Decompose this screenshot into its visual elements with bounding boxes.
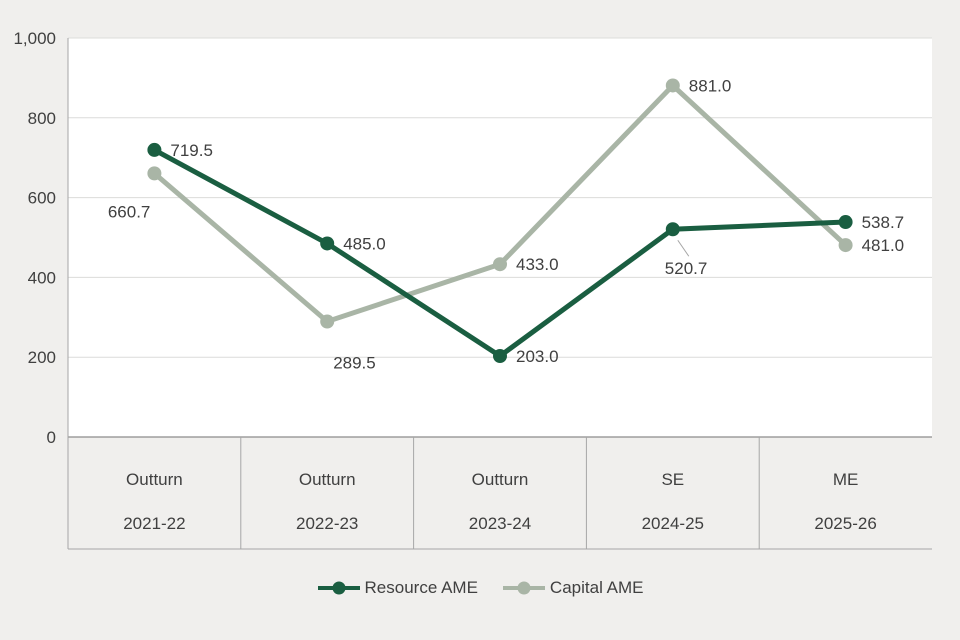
data-point-resource-ame — [320, 236, 335, 251]
data-point-capital-ame — [665, 78, 680, 93]
data-label-resource-ame: 485.0 — [343, 234, 386, 253]
data-label-capital-ame: 481.0 — [862, 236, 905, 255]
data-label-resource-ame: 520.7 — [665, 259, 708, 278]
y-tick-label: 200 — [28, 348, 56, 367]
y-tick-label: 800 — [28, 109, 56, 128]
data-point-capital-ame — [838, 238, 853, 253]
data-label-resource-ame: 538.7 — [862, 213, 905, 232]
data-point-resource-ame — [838, 215, 853, 230]
data-point-capital-ame — [147, 166, 162, 181]
data-point-capital-ame — [320, 314, 335, 329]
category-year-label: 2022-23 — [296, 514, 358, 533]
resource-ame-line-marker-icon — [317, 581, 360, 595]
label-leader-line — [677, 239, 690, 257]
category-year-label: 2023-24 — [469, 514, 531, 533]
data-label-capital-ame: 881.0 — [689, 76, 732, 95]
y-tick-label: 600 — [28, 189, 56, 208]
y-tick-label: 1,000 — [13, 29, 56, 48]
category-year-label: 2021-22 — [123, 514, 185, 533]
category-label: Outturn — [299, 470, 356, 489]
data-point-resource-ame — [665, 222, 680, 237]
data-label-capital-ame: 660.7 — [108, 202, 151, 221]
legend-item-capital-ame: Capital AME — [502, 578, 644, 598]
data-point-capital-ame — [493, 257, 507, 272]
y-tick-label: 0 — [47, 428, 56, 447]
data-label-capital-ame: 289.5 — [333, 353, 376, 372]
data-label-resource-ame: 719.5 — [170, 141, 213, 160]
category-label: Outturn — [472, 470, 529, 489]
legend-label-capital-ame: Capital AME — [549, 578, 644, 597]
category-label: SE — [661, 470, 684, 489]
y-tick-label: 400 — [28, 268, 56, 287]
data-label-capital-ame: 433.0 — [516, 255, 559, 274]
category-year-label: 2025-26 — [814, 514, 876, 533]
chart-legend: Resource AME Capital AME — [0, 578, 960, 598]
legend-item-resource-ame: Resource AME — [317, 578, 478, 598]
category-label: Outturn — [126, 470, 183, 489]
data-point-resource-ame — [493, 349, 507, 364]
data-label-resource-ame: 203.0 — [516, 347, 559, 366]
capital-ame-line-marker-icon — [502, 581, 545, 595]
category-year-label: 2024-25 — [642, 514, 704, 533]
plot-background — [68, 38, 932, 437]
data-point-resource-ame — [147, 142, 162, 157]
legend-label-resource-ame: Resource AME — [364, 578, 478, 597]
category-label: ME — [833, 470, 859, 489]
chart-canvas: 0 200 400 600 800 1,000 Outturn 2021-22 Outturn 2… — [13, 29, 932, 550]
